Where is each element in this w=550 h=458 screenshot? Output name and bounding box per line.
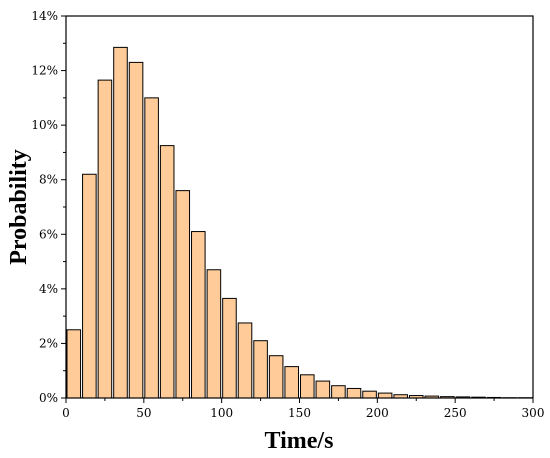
- x-tick-label: 250: [444, 406, 467, 420]
- x-tick-label: 50: [136, 406, 151, 420]
- bar: [191, 231, 206, 399]
- y-tick-label: 14%: [31, 9, 58, 23]
- bar: [206, 269, 222, 399]
- x-tick-label: 0: [62, 406, 70, 420]
- y-axis-title: Probability: [6, 149, 32, 265]
- bars-group: [66, 46, 533, 399]
- bar: [253, 340, 268, 399]
- bar: [300, 374, 315, 399]
- bar: [97, 79, 113, 399]
- y-tick-label: 8%: [39, 173, 58, 187]
- bar: [362, 390, 377, 399]
- y-tick-label: 2%: [39, 336, 58, 350]
- bar: [331, 385, 346, 399]
- y-axis: 0% 2% 4% 6% 8% 10% 12% 14%: [31, 9, 66, 405]
- bar: [175, 190, 191, 399]
- y-tick-label: 10%: [31, 118, 58, 132]
- bar: [315, 380, 331, 399]
- bar: [284, 366, 299, 399]
- bar: [128, 61, 144, 399]
- bar: [268, 355, 284, 399]
- bar: [222, 297, 237, 399]
- x-axis-title: Time/s: [265, 428, 334, 454]
- bar: [346, 387, 362, 399]
- x-tick-label: 150: [288, 406, 311, 420]
- bar: [113, 46, 128, 399]
- y-tick-label: 4%: [39, 282, 58, 296]
- x-axis: 0 50 100 150 200 250 300: [62, 398, 544, 420]
- bar: [144, 97, 159, 399]
- y-tick-label: 6%: [39, 227, 58, 241]
- x-tick-label: 100: [210, 406, 233, 420]
- y-tick-label: 0%: [39, 391, 58, 405]
- bar: [377, 392, 393, 399]
- x-tick-label: 200: [366, 406, 389, 420]
- y-tick-label: 12%: [31, 64, 58, 78]
- x-tick-label: 300: [522, 406, 545, 420]
- plot-frame: [65, 15, 534, 399]
- bar: [159, 145, 175, 399]
- bar: [237, 322, 253, 399]
- bar: [66, 329, 82, 399]
- bar: [82, 173, 97, 399]
